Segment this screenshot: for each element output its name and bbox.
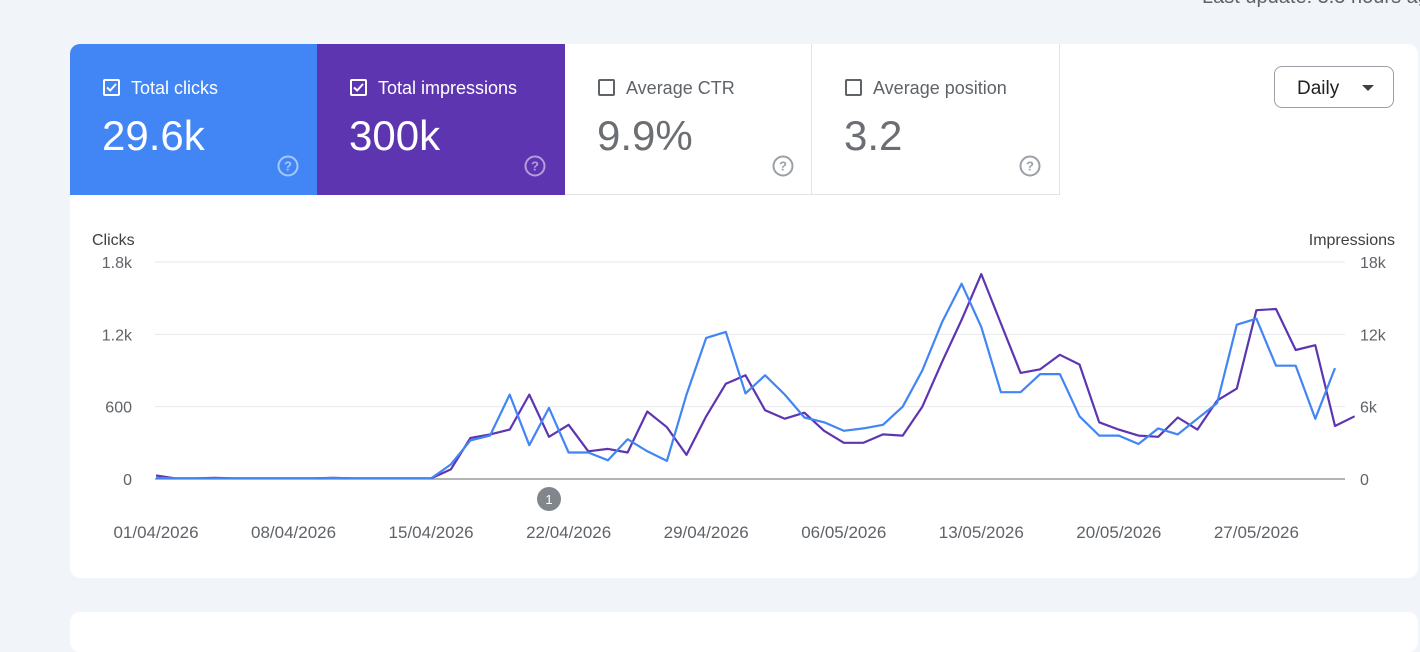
y-tick-left: 1.8k: [102, 255, 133, 272]
checkbox-unchecked-icon[interactable]: [598, 79, 615, 96]
help-icon[interactable]: ?: [772, 155, 794, 177]
y-tick-right: 12k: [1360, 327, 1387, 344]
help-icon[interactable]: ?: [277, 155, 299, 177]
annotation-label: 1: [545, 492, 552, 507]
x-tick-label: 29/04/2026: [664, 523, 749, 542]
metric-label: Average CTR: [626, 78, 735, 98]
x-tick-label: 15/04/2026: [389, 523, 474, 542]
metric-total-clicks[interactable]: Total clicks 29.6k ?: [70, 44, 317, 195]
y-tick-right: 18k: [1360, 255, 1387, 272]
x-tick-label: 08/04/2026: [251, 523, 336, 542]
series-line-total-clicks: [155, 282, 1337, 480]
metric-value: 300k: [349, 112, 441, 159]
period-dropdown[interactable]: Daily: [1274, 66, 1394, 108]
annotation-marker[interactable]: [537, 487, 561, 511]
x-tick-label: 27/05/2026: [1214, 523, 1299, 542]
dropdown-arrow-icon: [1362, 85, 1374, 91]
checkbox-unchecked-icon[interactable]: [845, 79, 862, 96]
metric-total-impressions[interactable]: Total impressions 300k ?: [317, 44, 565, 195]
performance-chart: Clicks Impressions 0 600 1.2k 1.8k 0 6k 12k 18…: [92, 232, 1395, 542]
right-axis-title: Impressions: [1309, 232, 1395, 249]
y-tick-left: 0: [123, 472, 132, 489]
y-tick-left: 1.2k: [102, 327, 133, 344]
metric-label: Total impressions: [378, 78, 518, 98]
metric-label: Average position: [873, 78, 1007, 98]
period-dropdown-label: Daily: [1297, 78, 1340, 99]
x-tick-label: 20/05/2026: [1076, 523, 1161, 542]
secondary-card: [70, 612, 1418, 652]
metric-average-position[interactable]: Average position 3.2 ?: [812, 44, 1060, 195]
y-tick-right: 0: [1360, 472, 1369, 489]
last-update-text: Last update: 3.5 hours ago: [1202, 0, 1420, 9]
svg-text:?: ?: [1026, 159, 1034, 174]
svg-text:?: ?: [779, 159, 787, 174]
checkbox-checked-icon[interactable]: [103, 79, 120, 96]
metric-value: 3.2: [844, 112, 903, 159]
metric-label: Total clicks: [131, 78, 219, 98]
performance-card: Total clicks 29.6k ? Total impressions 3…: [70, 44, 1418, 578]
x-tick-label: 06/05/2026: [801, 523, 886, 542]
x-tick-label: 13/05/2026: [939, 523, 1024, 542]
left-axis-title: Clicks: [92, 232, 135, 249]
x-tick-label: 01/04/2026: [113, 523, 198, 542]
metric-value: 9.9%: [597, 112, 693, 159]
help-icon[interactable]: ?: [1019, 155, 1041, 177]
metric-value: 29.6k: [102, 112, 205, 159]
help-icon[interactable]: ?: [524, 155, 546, 177]
svg-text:?: ?: [284, 159, 292, 174]
y-tick-right: 6k: [1360, 400, 1378, 417]
svg-text:?: ?: [531, 159, 539, 174]
checkbox-checked-icon[interactable]: [350, 79, 367, 96]
y-tick-left: 600: [105, 400, 132, 417]
series-line-total-impressions: [155, 273, 1356, 480]
metric-average-ctr[interactable]: Average CTR 9.9% ?: [565, 44, 812, 195]
x-tick-label: 22/04/2026: [526, 523, 611, 542]
